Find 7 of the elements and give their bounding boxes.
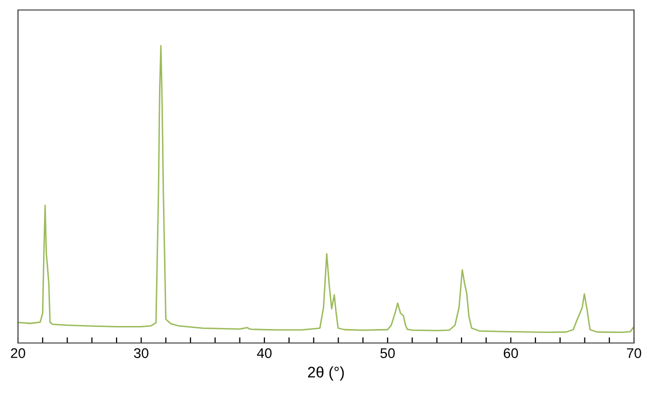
x-tick-label: 70 bbox=[626, 348, 642, 358]
x-tick-label: 20 bbox=[10, 348, 26, 358]
x-tick-label: 30 bbox=[134, 348, 148, 358]
x-tick-label: 50 bbox=[380, 348, 395, 358]
x-axis-title: 2θ (°) bbox=[308, 366, 344, 381]
x-tick-label: 60 bbox=[504, 348, 518, 358]
x-tick-label: 40 bbox=[256, 348, 272, 358]
